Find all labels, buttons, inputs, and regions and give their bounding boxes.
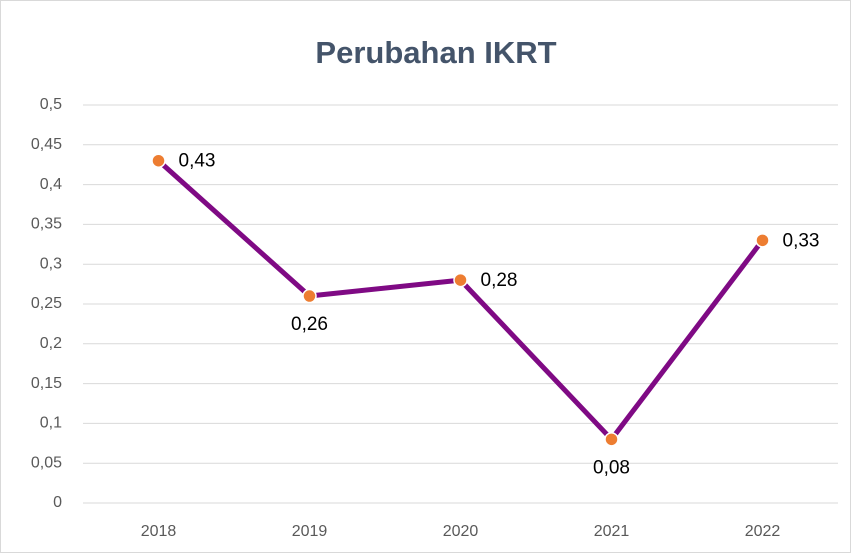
x-tick-label: 2019 (292, 523, 328, 540)
y-tick-label: 0,05 (31, 454, 62, 471)
y-tick-label: 0,45 (31, 136, 62, 153)
x-tick-label: 2018 (141, 523, 177, 540)
y-tick-label: 0,15 (31, 375, 62, 392)
y-tick-label: 0,35 (31, 216, 62, 233)
marker (151, 153, 166, 168)
data-label: 0,33 (783, 230, 820, 251)
data-label: 0,28 (481, 270, 518, 291)
y-tick-label: 0,3 (40, 255, 62, 272)
x-tick-label: 2022 (745, 523, 781, 540)
y-tick-label: 0,2 (40, 335, 62, 352)
y-tick-label: 0,5 (40, 96, 62, 113)
y-tick-label: 0,4 (40, 176, 62, 193)
y-tick-label: 0 (53, 494, 62, 511)
marker (755, 233, 770, 248)
marker (302, 288, 317, 304)
y-tick-label: 0,1 (40, 415, 62, 432)
x-tick-label: 2020 (443, 523, 479, 540)
marker (453, 272, 468, 288)
x-tick-label: 2021 (594, 523, 630, 540)
data-label: 0,43 (179, 151, 216, 172)
data-label: 0,08 (593, 457, 630, 478)
data-label: 0,26 (291, 314, 328, 335)
marker (604, 432, 619, 447)
y-tick-label: 0,25 (31, 295, 62, 312)
chart-title: Perubahan IKRT (315, 35, 556, 70)
